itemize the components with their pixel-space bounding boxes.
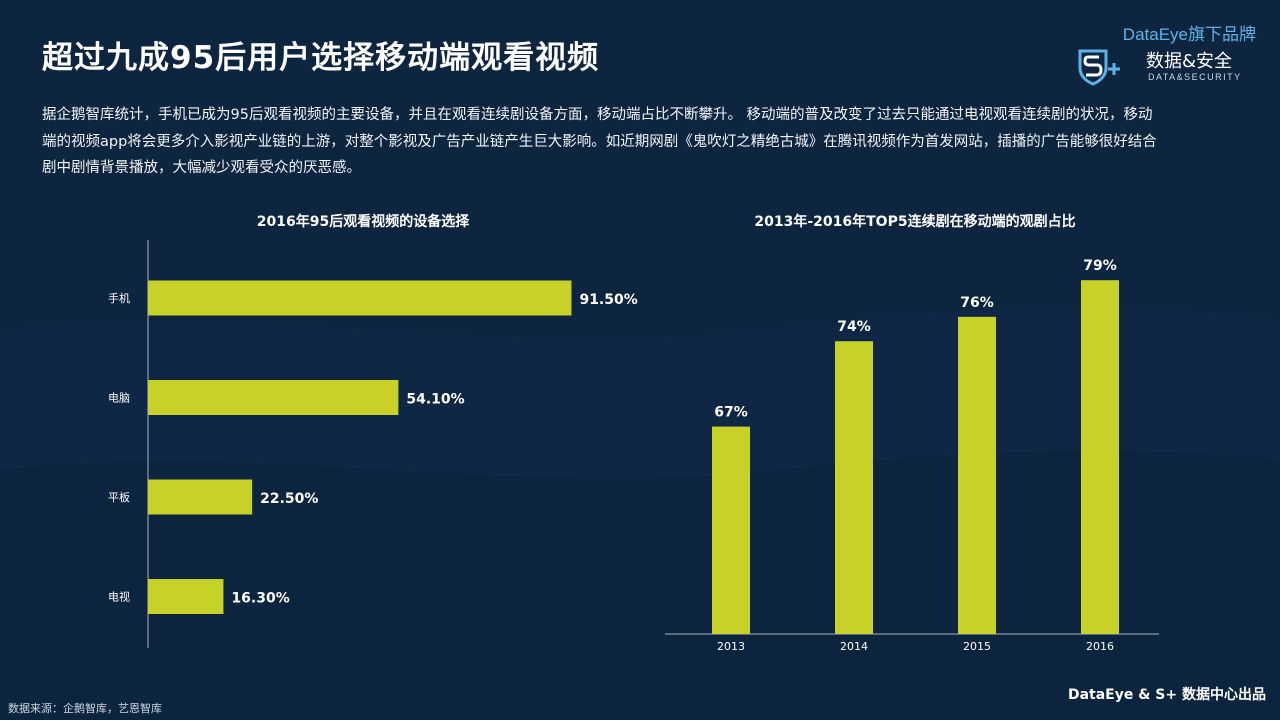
left-chart-title: 2016年95后观看视频的设备选择 — [256, 214, 470, 230]
category-label-电视: 电视 — [108, 590, 130, 604]
value-label-2016: 79% — [1083, 258, 1117, 274]
category-label-手机: 手机 — [108, 291, 130, 305]
x-tick-label-2015: 2015 — [963, 640, 991, 653]
mobile-share-bar-chart: 67% 2013 74% 2014 76% 2015 79% 2016 — [665, 258, 1159, 653]
brand-subtitle: DATA&SECURITY — [1148, 72, 1242, 82]
page-title: 超过九成95后用户选择移动端观看视频 — [42, 40, 600, 76]
bar-2014 — [835, 341, 873, 634]
bar-手机 — [148, 280, 572, 316]
x-tick-label-2013: 2013 — [717, 640, 745, 653]
brand-top-text: DataEye旗下品牌 — [1122, 25, 1256, 44]
bar-2016 — [1081, 280, 1119, 634]
footer-credit: DataEye & S+ 数据中心出品 — [1067, 687, 1266, 703]
bar-平板 — [148, 479, 253, 515]
device-choice-bar-chart: 手机 91.50% 电脑 54.10% 平板 22.50% 电视 16.30% — [108, 240, 638, 648]
value-label-平板: 22.50% — [260, 491, 318, 507]
value-label-2013: 67% — [714, 405, 748, 421]
brand-block: DataEye旗下品牌 数据&安全 DATA&SECURITY — [1076, 20, 1256, 86]
x-tick-label-2014: 2014 — [840, 640, 868, 653]
right-chart-title: 2013年-2016年TOP5连续剧在移动端的观剧占比 — [754, 214, 1076, 230]
value-label-电视: 16.30% — [231, 591, 289, 607]
bar-2013 — [712, 426, 750, 634]
value-label-电脑: 54.10% — [406, 392, 464, 408]
value-label-手机: 91.50% — [579, 292, 637, 308]
bar-2015 — [958, 316, 996, 634]
brand-name: 数据&安全 — [1146, 51, 1233, 72]
x-tick-label-2016: 2016 — [1086, 640, 1114, 653]
value-label-2014: 74% — [837, 319, 871, 335]
shield-logo-icon — [1078, 49, 1120, 86]
intro-paragraph: 据企鹅智库统计，手机已成为95后观看视频的主要设备，并且在观看连续剧设备方面，移… — [42, 107, 1157, 176]
data-source-note: 数据来源：企鹅智库，艺恩智库 — [8, 703, 162, 715]
bar-电视 — [148, 579, 224, 614]
category-label-平板: 平板 — [108, 490, 130, 504]
bar-电脑 — [148, 380, 399, 415]
value-label-2015: 76% — [960, 295, 994, 311]
category-label-电脑: 电脑 — [108, 392, 130, 405]
